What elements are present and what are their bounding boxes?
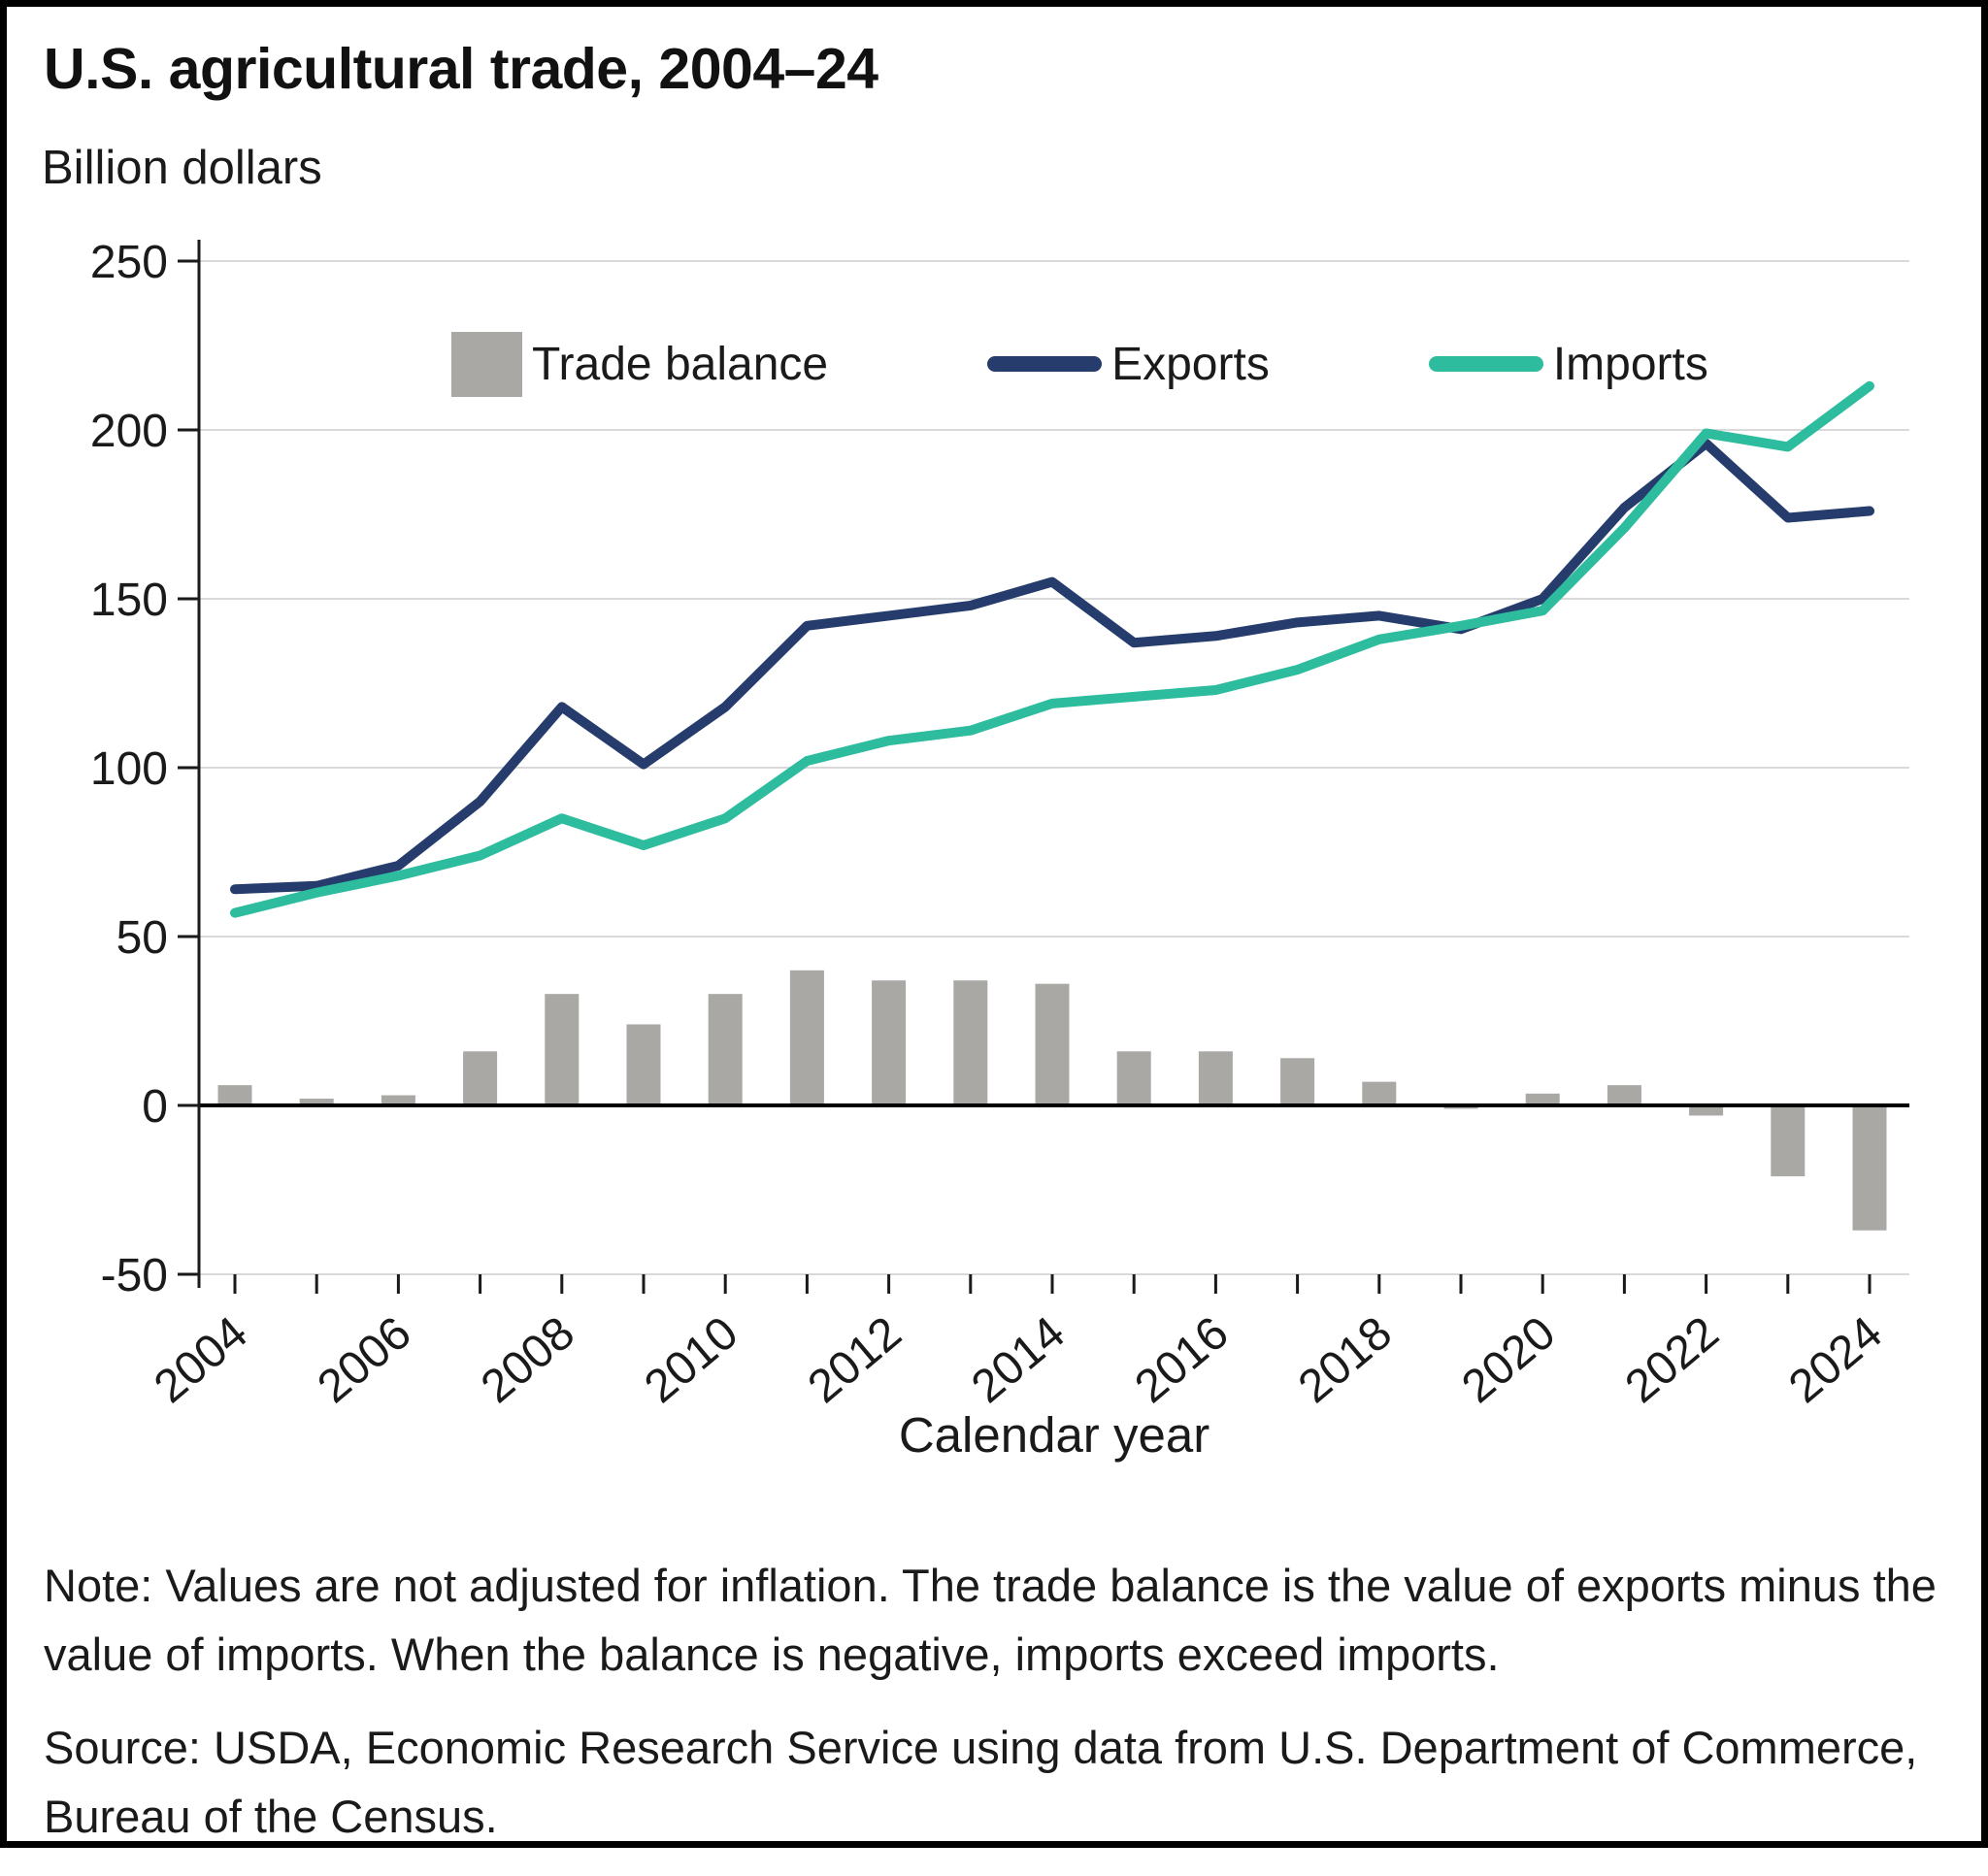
imports-line xyxy=(230,380,1874,918)
x-tick-label-2016: 2016 xyxy=(1126,1307,1239,1413)
exports-line-swatch-icon xyxy=(987,356,1103,372)
y-tick-label-150: 150 xyxy=(90,575,168,626)
trade-balance-bar-2011 xyxy=(789,970,824,1105)
trade-balance-swatch-icon xyxy=(451,331,522,397)
trade-balance-bar-2021 xyxy=(1607,1085,1641,1105)
x-tick-label-2024: 2024 xyxy=(1779,1307,1892,1413)
y-tick-label--50: -50 xyxy=(101,1250,168,1301)
trade-balance-bar-2024 xyxy=(1852,1105,1887,1231)
footnotes: Note: Values are not adjusted for inflat… xyxy=(44,1552,1950,1876)
x-tick-label-2008: 2008 xyxy=(472,1307,584,1413)
y-tick-label-200: 200 xyxy=(90,406,168,457)
trade-balance-bar-2009 xyxy=(626,1024,661,1105)
x-tick-label-2010: 2010 xyxy=(635,1307,747,1413)
legend-item-trade-balance: Trade balance xyxy=(451,331,829,397)
trade-balance-bar-2023 xyxy=(1771,1105,1806,1177)
trade-balance-bar-2017 xyxy=(1280,1058,1315,1105)
y-tick-label-100: 100 xyxy=(90,743,168,795)
trade-balance-bar-2015 xyxy=(1116,1051,1151,1105)
x-tick-label-2004: 2004 xyxy=(145,1307,257,1413)
trade-balance-bar-2016 xyxy=(1198,1051,1233,1105)
source-text: Source: USDA, Economic Research Service … xyxy=(44,1722,1918,1842)
trade-balance-bar-2008 xyxy=(545,994,580,1105)
x-tick-label-2022: 2022 xyxy=(1616,1307,1729,1413)
legend-label-trade-balance: Trade balance xyxy=(532,338,829,390)
trade-balance-bar-2010 xyxy=(708,994,743,1105)
trade-balance-bar-2007 xyxy=(463,1051,498,1105)
trade-chart-svg: 250 200 150 100 50 0 -50 2004 2006 2008 2010 2012 20… xyxy=(90,237,1909,1413)
x-tick-label-2014: 2014 xyxy=(962,1307,1075,1413)
y-axis-unit-label: Billion dollars xyxy=(42,142,322,194)
trade-balance-bar-2020 xyxy=(1525,1093,1560,1105)
legend-item-imports: Imports xyxy=(1428,338,1708,391)
trade-balance-bar-2006 xyxy=(381,1095,415,1105)
legend: Trade balance Exports Imports xyxy=(451,327,1708,401)
chart-title: U.S. agricultural trade, 2004–24 xyxy=(44,37,878,101)
y-tick-label-50: 50 xyxy=(116,912,168,964)
trade-balance-bar-2014 xyxy=(1035,983,1070,1105)
y-tick-label-0: 0 xyxy=(142,1081,168,1133)
note-text: Note: Values are not adjusted for inflat… xyxy=(44,1560,1937,1680)
exports-line xyxy=(230,438,1874,895)
x-tick-label-2012: 2012 xyxy=(799,1307,911,1413)
trade-balance-bar-2004 xyxy=(217,1085,252,1105)
imports-line-swatch-icon xyxy=(1428,356,1543,372)
legend-item-exports: Exports xyxy=(987,338,1270,391)
trade-balance-bar-2018 xyxy=(1362,1081,1397,1105)
trade-balance-bar-2012 xyxy=(872,980,907,1105)
x-axis-label: Calendar year xyxy=(898,1407,1210,1463)
trade-balance-bar-2013 xyxy=(953,980,988,1105)
legend-label-exports: Exports xyxy=(1111,338,1270,390)
x-tick-label-2006: 2006 xyxy=(309,1307,421,1413)
trade-balance-bar-2005 xyxy=(299,1099,334,1105)
y-tick-label-250: 250 xyxy=(90,237,168,288)
legend-label-imports: Imports xyxy=(1552,338,1708,390)
x-tick-label-2018: 2018 xyxy=(1289,1307,1402,1413)
trade-balance-bar-2022 xyxy=(1689,1105,1724,1116)
x-tick-label-2020: 2020 xyxy=(1452,1307,1565,1413)
